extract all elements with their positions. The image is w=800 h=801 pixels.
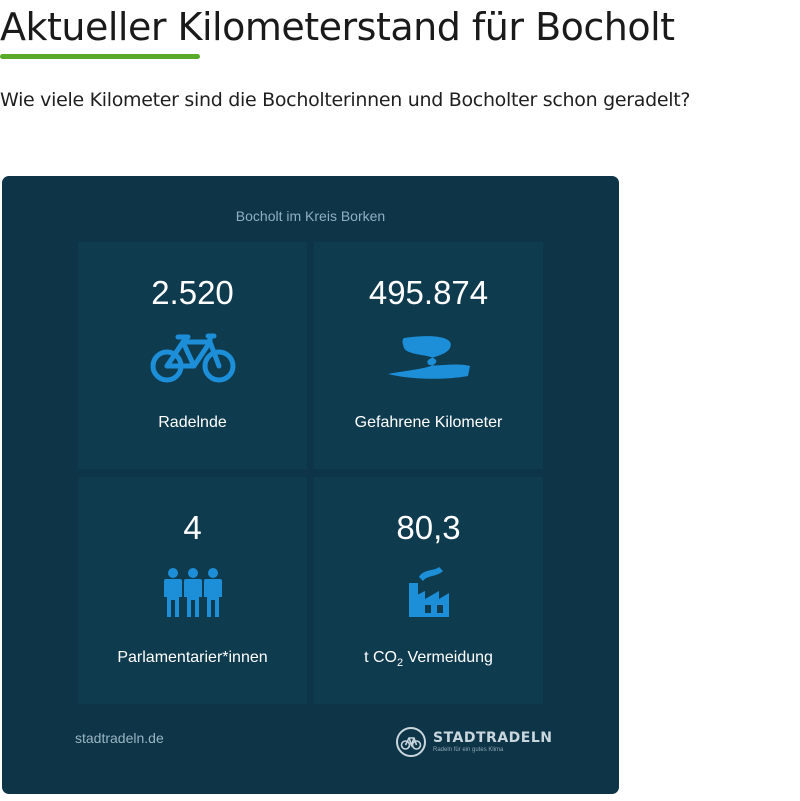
people-icon [163, 568, 222, 617]
brand-name: STADTRADELN [433, 729, 553, 746]
stat-tile-parliamentarians: 4 Parlamentarier*innen [78, 477, 307, 704]
stadtradeln-logo[interactable]: STADTRADELN Radeln für ein gutes Klima [395, 726, 553, 758]
bicycle-icon [150, 333, 235, 383]
road-icon [387, 336, 470, 379]
factory-icon [408, 567, 449, 617]
brand-tagline: Radeln für ein gutes Klima [433, 746, 504, 753]
stat-value: 4 [183, 509, 202, 546]
stat-value: 80,3 [396, 509, 461, 546]
stat-label: Radelnde [158, 414, 227, 431]
page-subtitle: Wie viele Kilometer sind die Bocholterin… [0, 89, 691, 111]
stadtradeln-widget: Bocholt im Kreis Borken 2.520 Radelnde 4… [2, 176, 619, 794]
stat-value: 495.874 [368, 274, 489, 311]
stat-label: Parlamentarier*innen [117, 649, 268, 666]
title-underline [0, 54, 200, 59]
stat-label: Gefahrene Kilometer [354, 414, 503, 431]
page-title: Aktueller Kilometerstand für Bocholt [0, 5, 675, 49]
stat-tile-kilometers: 495.874 Gefahrene Kilometer [314, 242, 543, 469]
stadtradeln-logo-icon [396, 727, 426, 757]
stat-label: t CO2 Vermeidung [364, 649, 493, 670]
widget-region-label: Bocholt im Kreis Borken [235, 208, 386, 224]
stat-tile-cyclists: 2.520 Radelnde [78, 242, 307, 469]
stat-value: 2.520 [151, 274, 234, 311]
stadtradeln-link[interactable]: stadtradeln.de [75, 730, 164, 746]
stat-tile-co2: 80,3 t CO2 Vermeidung [314, 477, 543, 704]
